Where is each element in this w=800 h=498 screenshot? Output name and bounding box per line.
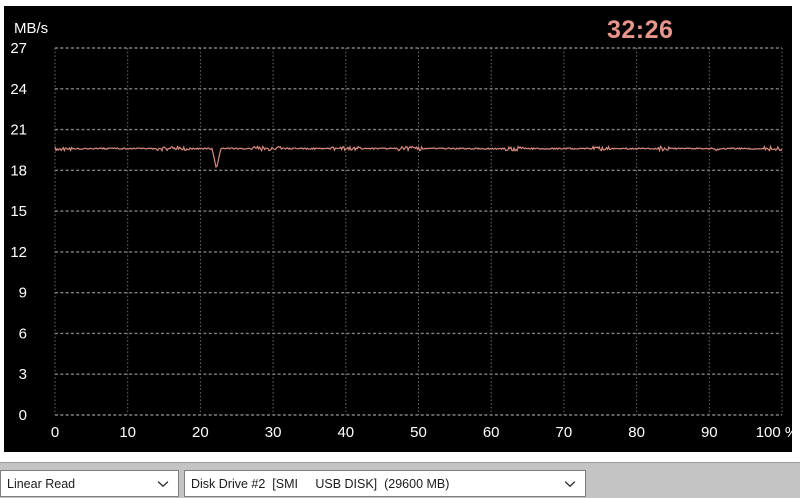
svg-text:40: 40 (337, 424, 354, 441)
svg-text:90: 90 (701, 424, 718, 441)
svg-text:24: 24 (10, 81, 27, 98)
svg-text:12: 12 (10, 244, 27, 261)
svg-text:21: 21 (10, 122, 27, 139)
svg-text:0: 0 (51, 424, 59, 441)
svg-text:100 %: 100 % (756, 424, 792, 441)
svg-text:80: 80 (628, 424, 645, 441)
svg-text:50: 50 (410, 424, 427, 441)
svg-text:6: 6 (19, 325, 27, 342)
svg-text:27: 27 (10, 40, 27, 57)
svg-text:60: 60 (483, 424, 500, 441)
svg-text:3: 3 (19, 366, 27, 383)
svg-text:70: 70 (556, 424, 573, 441)
svg-text:10: 10 (119, 424, 136, 441)
svg-text:15: 15 (10, 203, 27, 220)
svg-text:9: 9 (19, 285, 27, 302)
svg-text:20: 20 (192, 424, 209, 441)
svg-text:18: 18 (10, 162, 27, 179)
svg-text:30: 30 (265, 424, 282, 441)
svg-text:MB/s: MB/s (14, 20, 48, 37)
svg-text:0: 0 (19, 407, 27, 424)
